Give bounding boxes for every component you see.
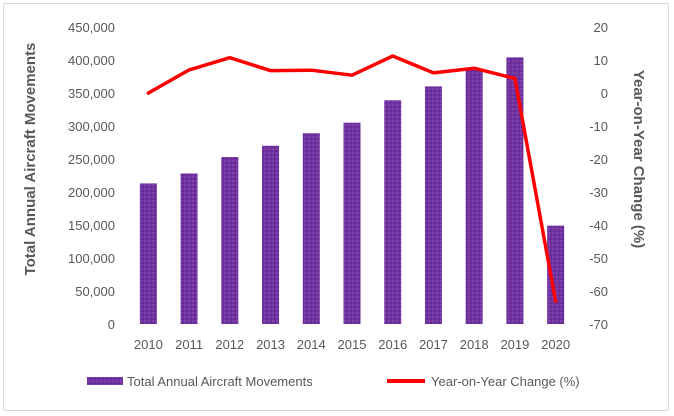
y-left-tick-label: 450,000	[68, 20, 115, 35]
x-tick-label: 2019	[500, 337, 529, 352]
x-tick-label: 2012	[215, 337, 244, 352]
x-tick-label: 2014	[297, 337, 326, 352]
y-right-tick-label: 0	[601, 86, 608, 101]
bar-2020	[547, 225, 565, 324]
y-axis-left-title: Total Annual Aircraft Movements	[22, 43, 39, 276]
legend-label-bars: Total Annual Aircraft Movements	[127, 374, 313, 389]
y-left-tick-label: 250,000	[68, 152, 115, 167]
y-right-tick-label: -10	[589, 119, 608, 134]
bar-2013	[262, 145, 280, 324]
bar-2016	[384, 100, 402, 324]
bar-2011	[180, 173, 198, 324]
legend: Total Annual Aircraft Movements Year-on-…	[87, 374, 580, 389]
bar-2018	[465, 68, 483, 324]
x-tick-label: 2010	[134, 337, 163, 352]
x-tick-label: 2013	[256, 337, 285, 352]
y-left-tick-label: 350,000	[68, 86, 115, 101]
y-left-tick-label: 150,000	[68, 218, 115, 233]
y-right-tick-label: -50	[589, 251, 608, 266]
chart-frame	[3, 3, 669, 411]
y-left-tick-label: 0	[108, 317, 115, 332]
bar-2010	[139, 183, 157, 324]
yoy-change-line	[146, 54, 558, 303]
bar-2019	[506, 57, 524, 325]
x-tick-label: 2017	[419, 337, 448, 352]
y-right-tick-label: 10	[594, 53, 608, 68]
y-left-tick-label: 50,000	[75, 284, 115, 299]
x-tick-label: 2020	[541, 337, 570, 352]
y-right-tick-label: -70	[589, 317, 608, 332]
x-tick-label: 2011	[175, 337, 203, 352]
y-right-tick-label: -30	[589, 185, 608, 200]
y-left-tick-label: 100,000	[68, 251, 115, 266]
legend-label-line: Year-on-Year Change (%)	[431, 374, 580, 389]
y-left-tick-label: 400,000	[68, 53, 115, 68]
x-tick-label: 2015	[338, 337, 367, 352]
y-axis-right-title: Year-on-Year Change (%)	[630, 70, 647, 248]
y-right-tick-label: -20	[589, 152, 608, 167]
legend-swatch-bars	[87, 377, 123, 385]
y-left-tick-label: 300,000	[68, 119, 115, 134]
y-right-tick-label: -40	[589, 218, 608, 233]
y-right-tick-label: -60	[589, 284, 608, 299]
bar-2014	[302, 133, 320, 324]
bar-2015	[343, 122, 361, 324]
y-right-tick-label: 20	[594, 20, 608, 35]
x-tick-label: 2016	[378, 337, 407, 352]
x-tick-label: 2018	[460, 337, 489, 352]
bar-2012	[221, 157, 239, 324]
bar-2017	[424, 86, 442, 325]
y-left-tick-label: 200,000	[68, 185, 115, 200]
